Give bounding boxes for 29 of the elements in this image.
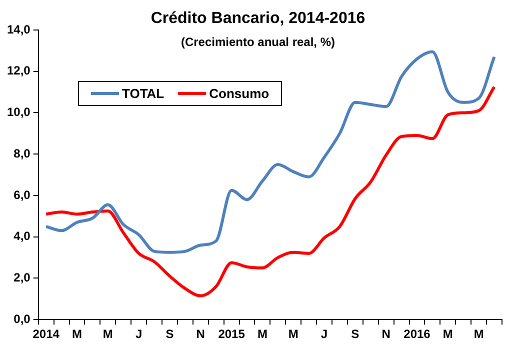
y-tick-label: 14,0 xyxy=(6,22,31,36)
x-tick-label: S xyxy=(166,327,174,342)
chart-subtitle: (Crecimiento anual real, %) xyxy=(180,35,336,49)
x-tick-label: J xyxy=(135,327,142,342)
legend-label: Consumo xyxy=(209,86,270,101)
chart-title: Crédito Bancario, 2014-2016 xyxy=(150,10,366,27)
y-tick-label: 6,0 xyxy=(14,188,31,202)
y-tick-label: 2,0 xyxy=(14,270,31,285)
y-tick-label: 10,0 xyxy=(6,105,31,120)
x-tick-label: S xyxy=(351,327,360,342)
y-tick-label: 12,0 xyxy=(6,64,31,78)
x-tick-label: 2014 xyxy=(32,327,60,342)
y-tick-label: 8,0 xyxy=(14,146,31,160)
x-tick-label: M xyxy=(257,327,268,342)
legend-label: TOTAL xyxy=(122,86,164,101)
x-tick-label: M xyxy=(288,327,298,342)
x-tick-label: N xyxy=(382,327,390,342)
line-series xyxy=(44,50,496,254)
x-tick-label: 2016 xyxy=(404,327,431,342)
x-tick-label: M xyxy=(102,327,113,342)
x-tick-label: M xyxy=(474,327,484,342)
y-tick-label: 0,0 xyxy=(14,312,31,326)
x-tick-label: M xyxy=(442,327,453,342)
line-series xyxy=(44,85,496,298)
y-tick-label: 4,0 xyxy=(14,229,31,244)
x-tick-label: N xyxy=(196,327,205,342)
x-tick-label: J xyxy=(320,327,328,342)
x-tick-label: M xyxy=(72,327,82,342)
x-tick-label: 2015 xyxy=(218,327,246,342)
